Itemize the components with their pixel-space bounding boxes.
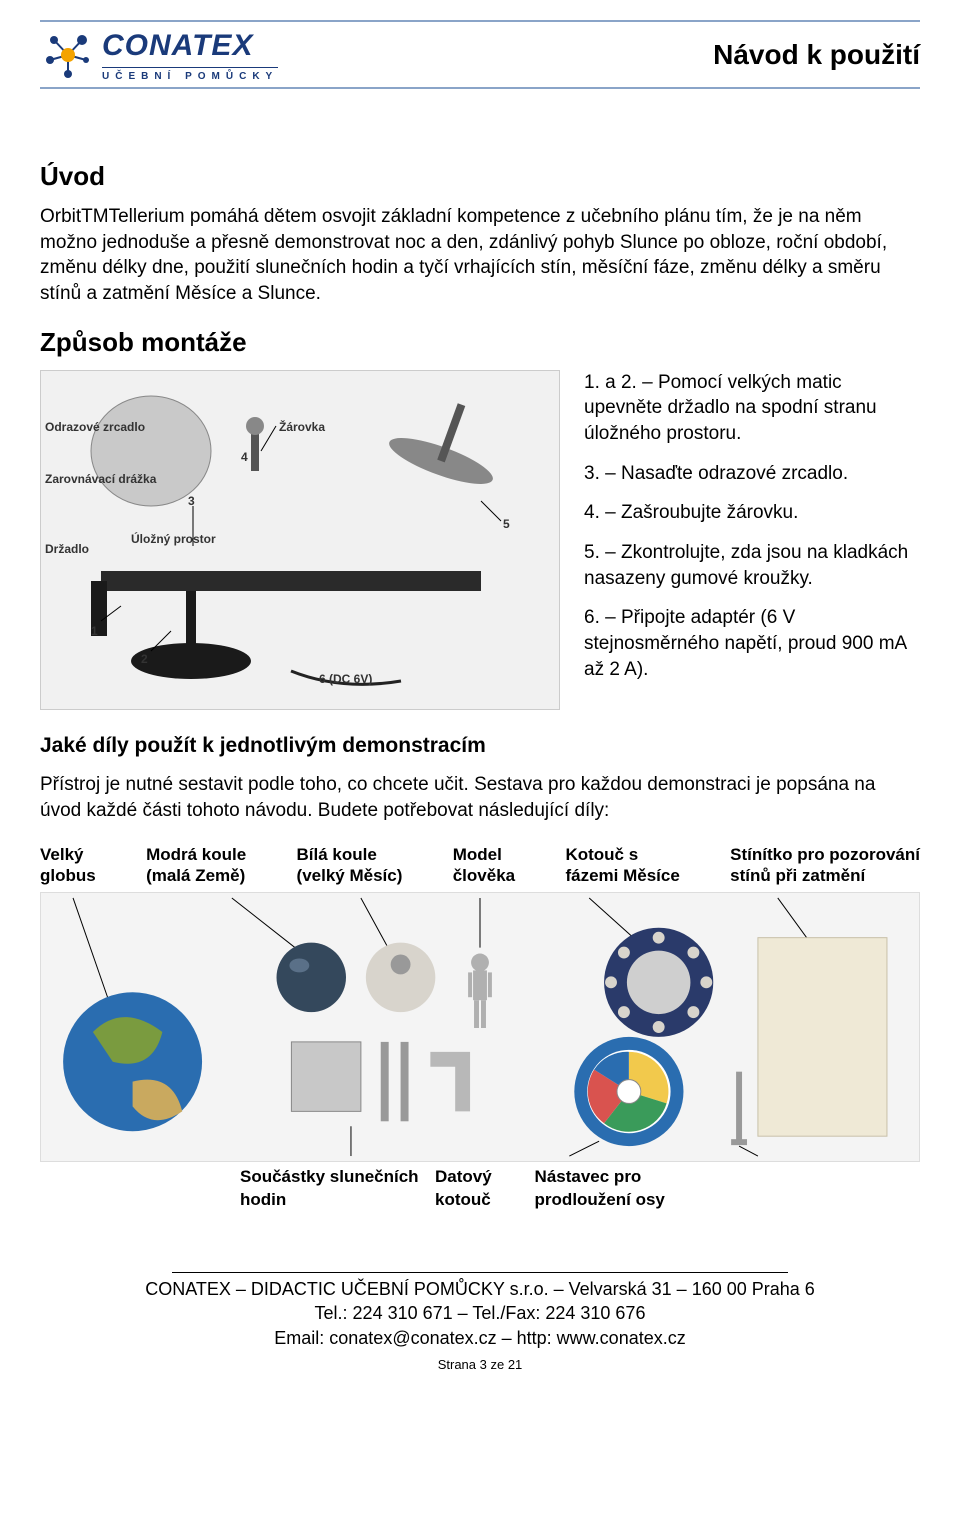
label-white-ball: Bílá koule(velký Měsíc)	[297, 845, 403, 886]
label-1: 1	[91, 623, 98, 639]
step-3: 3. – Nasaďte odrazové zrcadlo.	[584, 461, 920, 487]
logo-subtitle: UČEBNÍ POMŮCKY	[102, 67, 278, 84]
label-5: 5	[503, 516, 510, 532]
assembly-steps: 1. a 2. – Pomocí velkých matic upevněte …	[584, 370, 920, 696]
intro-text: OrbitTMTellerium pomáhá dětem osvojit zá…	[40, 204, 920, 307]
usage-heading: Jaké díly použít k jednotlivým demonstra…	[40, 732, 920, 760]
label-bulb: Žárovka	[279, 419, 325, 435]
label-mirror: Odrazové zrcadlo	[45, 419, 145, 435]
label-storage: Úložný prostor	[131, 531, 216, 547]
label-man: Modelčlověka	[453, 845, 515, 886]
assembly-heading: Způsob montáže	[40, 325, 920, 360]
label-holder: Držadlo	[45, 541, 89, 557]
parts-block: Velkýglobus Modrá koule(malá Země) Bílá …	[40, 845, 920, 1212]
footer-line1: CONATEX – DIDACTIC UČEBNÍ POMŮCKY s.r.o.…	[40, 1277, 920, 1301]
assembly-row: Odrazové zrcadlo Zarovnávací drážka Drža…	[40, 370, 920, 710]
page-footer: CONATEX – DIDACTIC UČEBNÍ POMŮCKY s.r.o.…	[40, 1272, 920, 1373]
step-1-2: 1. a 2. – Pomocí velkých matic upevněte …	[584, 370, 920, 447]
usage-text: Přístroj je nutné sestavit podle toho, c…	[40, 772, 920, 823]
intro-heading: Úvod	[40, 159, 920, 194]
label-date-disc: Datový kotouč	[435, 1166, 535, 1212]
footer-rule	[172, 1272, 788, 1273]
parts-bottom-labels: Součástky slunečních hodin Datový kotouč…	[40, 1166, 920, 1212]
label-sundial: Součástky slunečních hodin	[240, 1166, 435, 1212]
label-phase-disc: Kotouč sfázemi Měsíce	[565, 845, 679, 886]
logo-text: CONATEX UČEBNÍ POMŮCKY	[102, 26, 278, 83]
footer-line3: Email: conatex@conatex.cz – http: www.co…	[40, 1326, 920, 1350]
label-2: 2	[141, 651, 148, 667]
label-globe: Velkýglobus	[40, 845, 96, 886]
logo: CONATEX UČEBNÍ POMŮCKY	[40, 26, 278, 83]
footer-line2: Tel.: 224 310 671 – Tel./Fax: 224 310 67…	[40, 1301, 920, 1325]
parts-top-labels: Velkýglobus Modrá koule(malá Země) Bílá …	[40, 845, 920, 886]
label-4: 4	[241, 449, 248, 465]
page-number: Strana 3 ze 21	[40, 1356, 920, 1374]
page-header: CONATEX UČEBNÍ POMŮCKY Návod k použití	[40, 20, 920, 89]
parts-diagram	[40, 892, 920, 1162]
label-extender: Nástavec pro prodloužení osy	[535, 1166, 740, 1212]
assembly-diagram: Odrazové zrcadlo Zarovnávací drážka Drža…	[40, 370, 560, 710]
label-groove: Zarovnávací drážka	[45, 471, 156, 487]
step-5: 5. – Zkontrolujte, zda jsou na kladkách …	[584, 540, 920, 591]
step-6: 6. – Připojte adaptér (6 V stejnosměrnéh…	[584, 605, 920, 682]
step-4: 4. – Zašroubujte žárovku.	[584, 500, 920, 526]
label-blue-ball: Modrá koule(malá Země)	[146, 845, 246, 886]
logo-name: CONATEX	[102, 26, 278, 67]
label-dc: 6 (DC 6V)	[319, 671, 372, 687]
logo-icon	[40, 30, 96, 80]
label-screen: Stínítko pro pozorovánístínů při zatmění	[730, 845, 920, 886]
page-title: Návod k použití	[713, 36, 920, 74]
label-3: 3	[188, 493, 195, 509]
